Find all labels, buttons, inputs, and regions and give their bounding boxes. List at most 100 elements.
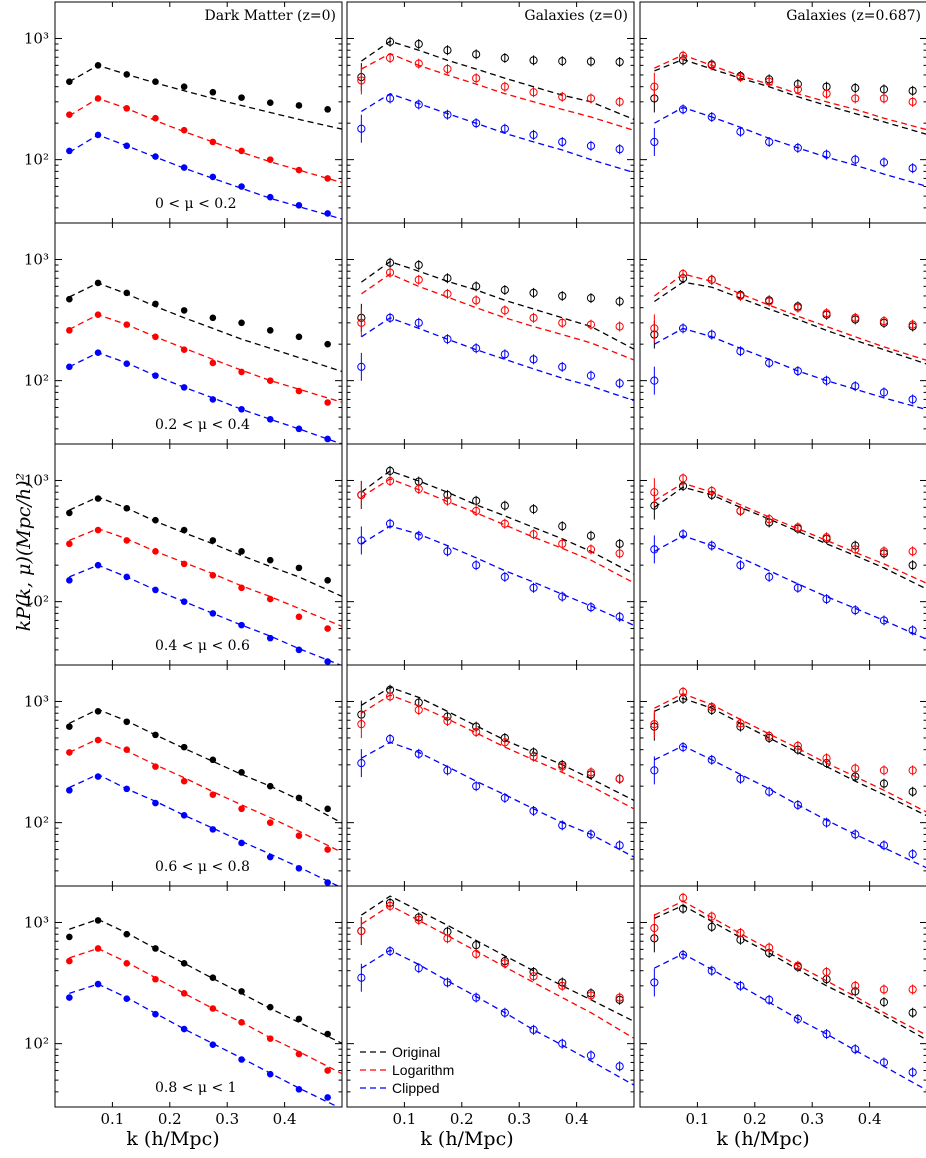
data-point-clipped <box>851 155 860 164</box>
data-point-original <box>385 37 395 46</box>
data-point-logarithm <box>822 967 831 977</box>
data-point-logarithm <box>615 549 624 558</box>
data-point-logarithm <box>152 548 159 555</box>
data-point-logarithm <box>357 926 366 936</box>
model-line-clipped <box>68 134 342 220</box>
data-point-clipped <box>324 879 331 886</box>
data-point-logarithm <box>123 746 131 753</box>
panel-title: Galaxies (z=0) <box>524 8 628 24</box>
data-point-clipped <box>793 143 802 153</box>
data-point-clipped <box>736 774 745 783</box>
data-point-clipped <box>558 137 567 147</box>
data-point-original <box>472 282 481 291</box>
data-point-original <box>123 504 131 512</box>
data-point-original <box>180 526 188 534</box>
data-point-clipped <box>472 561 481 570</box>
data-point-original <box>908 1008 917 1017</box>
data-point-clipped <box>385 519 395 528</box>
data-point-original <box>851 83 860 93</box>
data-point-logarithm <box>558 539 567 548</box>
data-point-logarithm <box>123 321 131 328</box>
model-line-original <box>361 260 634 350</box>
data-point-logarithm <box>586 991 596 1000</box>
data-point-logarithm <box>385 268 395 277</box>
data-point-logarithm <box>908 547 917 556</box>
data-point-original <box>443 274 452 283</box>
data-point-clipped <box>238 621 245 629</box>
model-line-original <box>361 470 634 575</box>
data-point-clipped <box>414 318 423 327</box>
data-point-clipped <box>152 586 159 594</box>
data-point-logarithm <box>472 506 481 516</box>
data-point-logarithm <box>851 94 860 103</box>
data-point-original <box>472 50 481 59</box>
data-point-logarithm <box>615 97 624 106</box>
model-line-clipped <box>361 741 634 858</box>
data-point-logarithm <box>209 1005 217 1012</box>
data-point-logarithm <box>472 296 481 305</box>
data-point-logarithm <box>793 85 802 94</box>
y-tick-label: 10³ <box>24 250 49 268</box>
data-point-logarithm <box>793 741 802 750</box>
model-line-original <box>654 486 926 590</box>
data-point-clipped <box>295 1085 303 1093</box>
data-point-logarithm <box>529 313 538 322</box>
data-point-logarithm <box>414 275 423 284</box>
data-point-clipped <box>736 127 745 136</box>
x-tick-label: 0.4 <box>565 1110 589 1128</box>
x-axis-label-col2: k (h/Mpc) <box>420 1128 513 1150</box>
data-point-logarithm <box>851 981 860 990</box>
data-point-clipped <box>650 376 659 385</box>
x-axis-label-col1: k (h/Mpc) <box>126 1128 219 1150</box>
data-point-clipped <box>851 1045 860 1054</box>
data-point-logarithm <box>324 625 331 632</box>
data-point-clipped <box>586 141 596 150</box>
data-point-original <box>94 495 102 502</box>
data-point-logarithm <box>586 768 596 777</box>
data-point-logarithm <box>209 359 217 367</box>
x-tick-label: 0.4 <box>858 1110 882 1128</box>
data-point-logarithm <box>678 51 688 60</box>
data-point-original <box>615 297 624 306</box>
data-point-logarithm <box>94 526 102 534</box>
data-point-clipped <box>707 966 716 975</box>
data-point-logarithm <box>324 399 331 406</box>
data-point-clipped <box>180 384 188 391</box>
data-point-logarithm <box>500 738 509 747</box>
data-point-original <box>180 83 188 90</box>
data-point-clipped <box>615 841 624 850</box>
data-point-clipped <box>472 119 481 128</box>
data-point-clipped <box>357 362 366 371</box>
plot-area <box>650 50 926 187</box>
x-tick-label: 0.3 <box>507 1110 531 1128</box>
data-point-logarithm <box>443 496 452 505</box>
data-point-clipped <box>414 531 423 540</box>
plot-area <box>650 473 926 640</box>
data-point-clipped <box>66 577 73 584</box>
data-point-logarithm <box>238 805 245 813</box>
panel-title: Dark Matter (z=0) <box>205 8 337 24</box>
data-point-clipped <box>266 634 274 642</box>
model-line-logarithm <box>654 692 926 813</box>
data-point-clipped <box>443 978 452 987</box>
model-line-clipped <box>361 525 634 626</box>
data-point-original <box>908 561 917 570</box>
data-point-logarithm <box>765 514 774 524</box>
data-point-logarithm <box>650 720 659 729</box>
data-point-clipped <box>295 864 303 872</box>
data-point-logarithm <box>822 309 831 318</box>
data-point-clipped <box>678 324 688 333</box>
data-point-original <box>209 756 217 764</box>
legend-label-clipped: Clipped <box>392 1080 439 1096</box>
data-point-original <box>266 1003 274 1011</box>
data-point-clipped <box>209 610 217 617</box>
data-point-clipped <box>879 841 889 850</box>
data-point-logarithm <box>152 333 159 341</box>
data-point-original <box>529 56 538 65</box>
data-point-logarithm <box>678 269 688 279</box>
data-point-logarithm <box>94 736 102 744</box>
data-point-original <box>180 307 188 314</box>
data-point-clipped <box>266 415 274 423</box>
plot-area <box>357 36 634 174</box>
